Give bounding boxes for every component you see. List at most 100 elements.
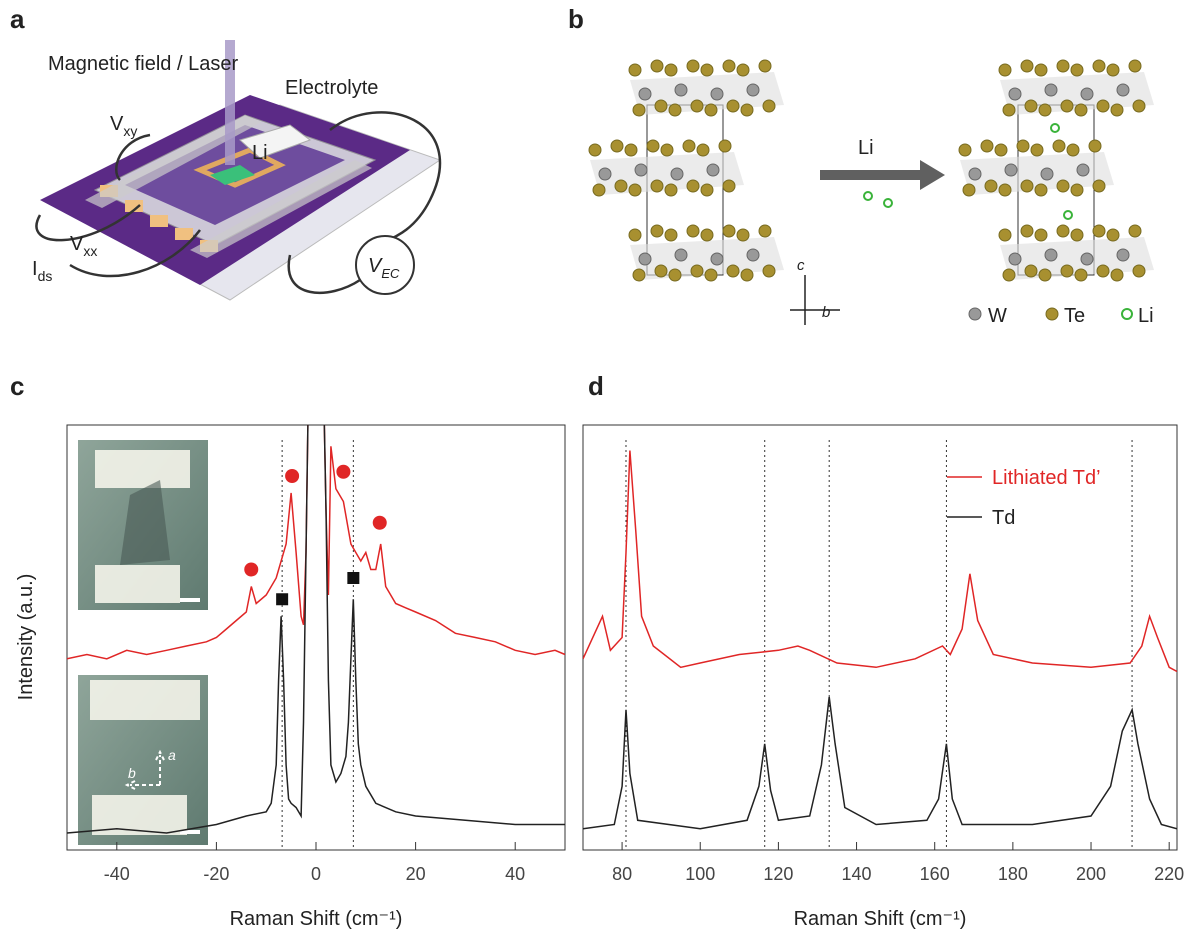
atom-te	[589, 144, 601, 156]
atom-w	[1045, 84, 1057, 96]
label: Li	[252, 142, 268, 164]
atom-te	[1071, 229, 1083, 241]
axis-label: c	[797, 257, 805, 274]
atom-w	[1045, 249, 1057, 261]
x-tick-label: -40	[104, 864, 130, 884]
atom-te	[697, 144, 709, 156]
x-axis-title: Raman Shift (cm⁻¹)	[230, 908, 403, 930]
atom-te	[691, 100, 703, 112]
atom-te	[737, 64, 749, 76]
x-tick-label: 120	[763, 864, 793, 884]
legend-label: Lithiated Td’	[992, 467, 1101, 489]
atom-te	[669, 104, 681, 116]
atom-w	[747, 249, 759, 261]
atom-te	[661, 144, 673, 156]
atom-li	[1051, 124, 1059, 132]
atom-te	[1021, 225, 1033, 237]
atom-w	[675, 249, 687, 261]
atom-te	[1057, 180, 1069, 192]
atom-w	[1117, 249, 1129, 261]
atom-te	[981, 140, 993, 152]
x-tick-label: 200	[1076, 864, 1106, 884]
atom-li	[884, 199, 892, 207]
legend-label: W	[988, 305, 1007, 327]
atom-te	[1061, 265, 1073, 277]
atom-te	[741, 269, 753, 281]
atom-te	[669, 269, 681, 281]
label: V	[70, 233, 84, 255]
marker	[276, 593, 288, 605]
marker	[347, 572, 359, 584]
spectrum-line	[583, 697, 1177, 829]
atom-te	[615, 180, 627, 192]
atom-te	[629, 184, 641, 196]
x-axis-title: Raman Shift (cm⁻¹)	[794, 908, 967, 930]
atom-te	[723, 225, 735, 237]
atom-te	[759, 60, 771, 72]
label: Ids	[32, 258, 52, 284]
atom-te	[647, 140, 659, 152]
atom-te	[1075, 104, 1087, 116]
atom-te	[705, 269, 717, 281]
atom-te	[1071, 184, 1083, 196]
atom-te	[999, 229, 1011, 241]
atom-te	[727, 100, 739, 112]
atom-w	[1081, 88, 1093, 100]
atom-te	[691, 265, 703, 277]
atom-te	[593, 184, 605, 196]
atom-te	[651, 225, 663, 237]
atom-te	[701, 184, 713, 196]
atom-w	[1005, 164, 1017, 176]
atom-w	[1117, 84, 1129, 96]
label: Electrolyte	[285, 77, 378, 99]
label: Vxy	[110, 113, 137, 139]
plot-area	[583, 440, 1177, 850]
atom-w	[639, 88, 651, 100]
atom-te	[1017, 140, 1029, 152]
panel-label: c	[10, 371, 24, 401]
x-tick-label: 140	[842, 864, 872, 884]
atom-te	[1003, 269, 1015, 281]
atom-te	[1093, 180, 1105, 192]
label: ds	[38, 268, 53, 284]
panel-label: a	[10, 4, 25, 34]
atom-w	[707, 164, 719, 176]
atom-te	[1129, 225, 1141, 237]
crystal-structures	[589, 60, 1154, 325]
atom-te	[1035, 184, 1047, 196]
marker	[336, 465, 350, 479]
x-tick-label: 220	[1154, 864, 1184, 884]
atom-te	[1093, 225, 1105, 237]
atom-te	[1025, 265, 1037, 277]
atom-te	[1097, 100, 1109, 112]
atom-w	[599, 168, 611, 180]
atom-te	[1021, 60, 1033, 72]
atom-te	[651, 60, 663, 72]
axis-label: b	[822, 304, 830, 321]
atom-te	[1035, 229, 1047, 241]
atom-te	[1067, 144, 1079, 156]
legend-label: Td	[992, 507, 1015, 529]
atom-te	[1003, 104, 1015, 116]
label: EC	[381, 266, 400, 281]
atom-w	[639, 253, 651, 265]
atom-w	[635, 164, 647, 176]
atom-te	[1111, 104, 1123, 116]
atom-te	[655, 100, 667, 112]
atom-li	[864, 192, 872, 200]
x-tick-label: 40	[505, 864, 525, 884]
atom-te	[1039, 104, 1051, 116]
atom-te	[611, 140, 623, 152]
atom-te	[763, 100, 775, 112]
atom-te	[999, 184, 1011, 196]
inset-label: a	[168, 747, 176, 763]
atom-te	[1061, 100, 1073, 112]
atom-te	[1021, 180, 1033, 192]
atom-te	[701, 64, 713, 76]
x-tick-label: 180	[998, 864, 1028, 884]
atom-te	[1031, 144, 1043, 156]
atom-te	[665, 229, 677, 241]
atom-w	[675, 84, 687, 96]
atom-te	[723, 60, 735, 72]
atom-te	[629, 64, 641, 76]
